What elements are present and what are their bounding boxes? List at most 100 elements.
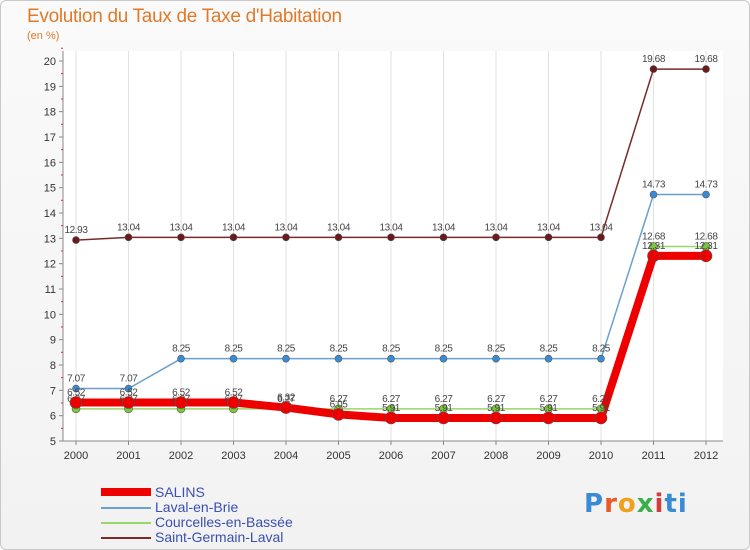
data-point-laval-en-brie-2009 (544, 354, 553, 363)
data-label-saint-germain-laval-2005: 13.04 (327, 222, 351, 233)
data-label-laval-en-brie-2000: 7.07 (67, 374, 86, 385)
x-tick-label-2000: 2000 (64, 450, 88, 462)
data-label-courcelles-en-bass-e-2007: 6.27 (435, 394, 454, 405)
data-point-laval-en-brie-2006 (387, 354, 395, 363)
data-label-salins-2004: 6.32 (277, 393, 296, 404)
data-point-saint-germain-laval-2001 (124, 233, 133, 242)
data-label-saint-germain-laval-2003: 13.04 (222, 222, 246, 233)
data-point-saint-germain-laval-2011 (649, 65, 658, 73)
data-point-saint-germain-laval-2012 (702, 65, 710, 73)
data-point-saint-germain-laval-2000 (72, 236, 80, 244)
y-tick-label-9: 9 (50, 335, 56, 347)
data-label-laval-en-brie-2006: 8.25 (382, 344, 401, 355)
data-point-laval-en-brie-2000 (72, 384, 80, 393)
data-label-courcelles-en-bass-e-2005: 6.27 (330, 394, 349, 405)
y-tick-label-13: 13 (44, 233, 56, 245)
legend-swatch-laval-en-brie (101, 507, 151, 509)
y-tick-label-19: 19 (44, 81, 56, 93)
x-tick-label-2008: 2008 (484, 450, 508, 462)
data-label-laval-en-brie-2005: 8.25 (330, 344, 349, 355)
data-point-saint-germain-laval-2003 (229, 233, 238, 242)
data-point-saint-germain-laval-2005 (334, 233, 343, 242)
y-tick-label-5: 5 (50, 436, 56, 448)
data-label-salins-2000: 6.52 (67, 387, 86, 398)
logo-letter-0: P (584, 489, 605, 519)
data-label-laval-en-brie-2007: 8.25 (435, 344, 454, 355)
data-point-laval-en-brie-2001 (124, 384, 133, 393)
data-point-saint-germain-laval-2006 (387, 233, 395, 242)
data-point-saint-germain-laval-2008 (492, 233, 500, 242)
legend-label-laval-en-brie: Laval-en-Brie (155, 499, 239, 515)
x-tick-label-2006: 2006 (379, 450, 403, 462)
data-point-saint-germain-laval-2004 (282, 233, 290, 242)
data-label-salins-2005: 6.05 (330, 399, 349, 410)
data-point-salins-2000 (69, 396, 83, 409)
logo-letter-4: i (654, 489, 665, 519)
data-point-salins-2004 (279, 401, 293, 414)
data-label-saint-germain-laval-2012: 19.68 (694, 54, 718, 65)
data-point-salins-2003 (227, 396, 240, 409)
data-label-laval-en-brie-2012: 14.73 (694, 180, 718, 191)
data-label-laval-en-brie-2001: 7.07 (120, 374, 139, 385)
legend-swatch-saint-germain-laval (101, 537, 151, 539)
x-tick-label-2012: 2012 (694, 450, 718, 462)
data-point-laval-en-brie-2004 (282, 354, 290, 363)
legend-label-saint-germain-laval: Saint-Germain-Laval (155, 529, 284, 545)
x-tick-label-2010: 2010 (589, 450, 613, 462)
data-label-salins-2012: 12.31 (694, 241, 718, 252)
x-tick-label-2002: 2002 (169, 450, 193, 462)
data-label-salins-2003: 6.52 (225, 387, 244, 398)
data-label-laval-en-brie-2010: 8.25 (592, 344, 611, 355)
data-point-salins-2008 (489, 411, 503, 425)
data-point-salins-2005 (332, 408, 345, 421)
data-point-laval-en-brie-2003 (229, 354, 238, 363)
data-label-courcelles-en-bass-e-2010: 6.27 (592, 394, 611, 405)
plot-area (63, 51, 723, 441)
data-point-laval-en-brie-2010 (597, 354, 605, 363)
data-point-salins-2010 (594, 411, 608, 425)
data-label-saint-germain-laval-2000: 12.93 (64, 225, 88, 236)
data-label-saint-germain-laval-2008: 13.04 (484, 222, 508, 233)
data-label-laval-en-brie-2008: 8.25 (487, 344, 506, 355)
legend-swatch-courcelles-en-bass-e (101, 522, 151, 524)
x-tick-label-2007: 2007 (431, 450, 455, 462)
y-tick-label-14: 14 (44, 208, 56, 220)
x-tick-label-2003: 2003 (221, 450, 245, 462)
data-label-saint-germain-laval-2007: 13.04 (432, 222, 456, 233)
data-point-laval-en-brie-2007 (439, 354, 448, 363)
data-point-saint-germain-laval-2002 (177, 233, 185, 242)
data-point-saint-germain-laval-2009 (544, 233, 553, 242)
data-point-salins-2001 (122, 396, 135, 409)
y-tick-label-11: 11 (45, 284, 56, 296)
x-tick-label-2009: 2009 (536, 450, 560, 462)
data-label-salins-2002: 6.52 (172, 387, 191, 398)
data-label-salins-2010: 5.91 (592, 403, 611, 414)
legend-label-courcelles-en-bass-e: Courcelles-en-Bassée (155, 514, 293, 530)
data-label-laval-en-brie-2002: 8.25 (172, 344, 191, 355)
data-label-courcelles-en-bass-e-2008: 6.27 (487, 394, 506, 405)
y-tick-label-12: 12 (44, 259, 56, 271)
data-label-laval-en-brie-2003: 8.25 (225, 344, 244, 355)
data-label-salins-2008: 5.91 (487, 403, 506, 414)
logo-letter-1: r (604, 489, 618, 519)
logo-letter-2: o (617, 489, 637, 519)
y-tick-label-16: 16 (44, 157, 56, 169)
data-label-courcelles-en-bass-e-2009: 6.27 (540, 394, 559, 405)
data-point-laval-en-brie-2002 (177, 354, 185, 363)
data-point-saint-germain-laval-2007 (439, 233, 448, 242)
data-point-salins-2011 (647, 249, 660, 263)
data-label-saint-germain-laval-2006: 13.04 (379, 222, 403, 233)
data-label-salins-2001: 6.52 (120, 387, 139, 398)
data-label-laval-en-brie-2011: 14.73 (642, 180, 666, 191)
y-tick-label-18: 18 (44, 107, 56, 119)
x-tick-label-2011: 2011 (642, 450, 666, 462)
x-tick-label-2001: 2001 (116, 450, 140, 462)
data-point-salins-2006 (384, 411, 398, 425)
data-label-saint-germain-laval-2001: 13.04 (117, 222, 141, 233)
chart-unit: (en %) (27, 30, 60, 42)
data-label-laval-en-brie-2004: 8.25 (277, 344, 296, 355)
data-label-salins-2006: 5.91 (382, 403, 401, 414)
data-label-saint-germain-laval-2009: 13.04 (537, 222, 561, 233)
y-tick-label-17: 17 (44, 132, 56, 144)
